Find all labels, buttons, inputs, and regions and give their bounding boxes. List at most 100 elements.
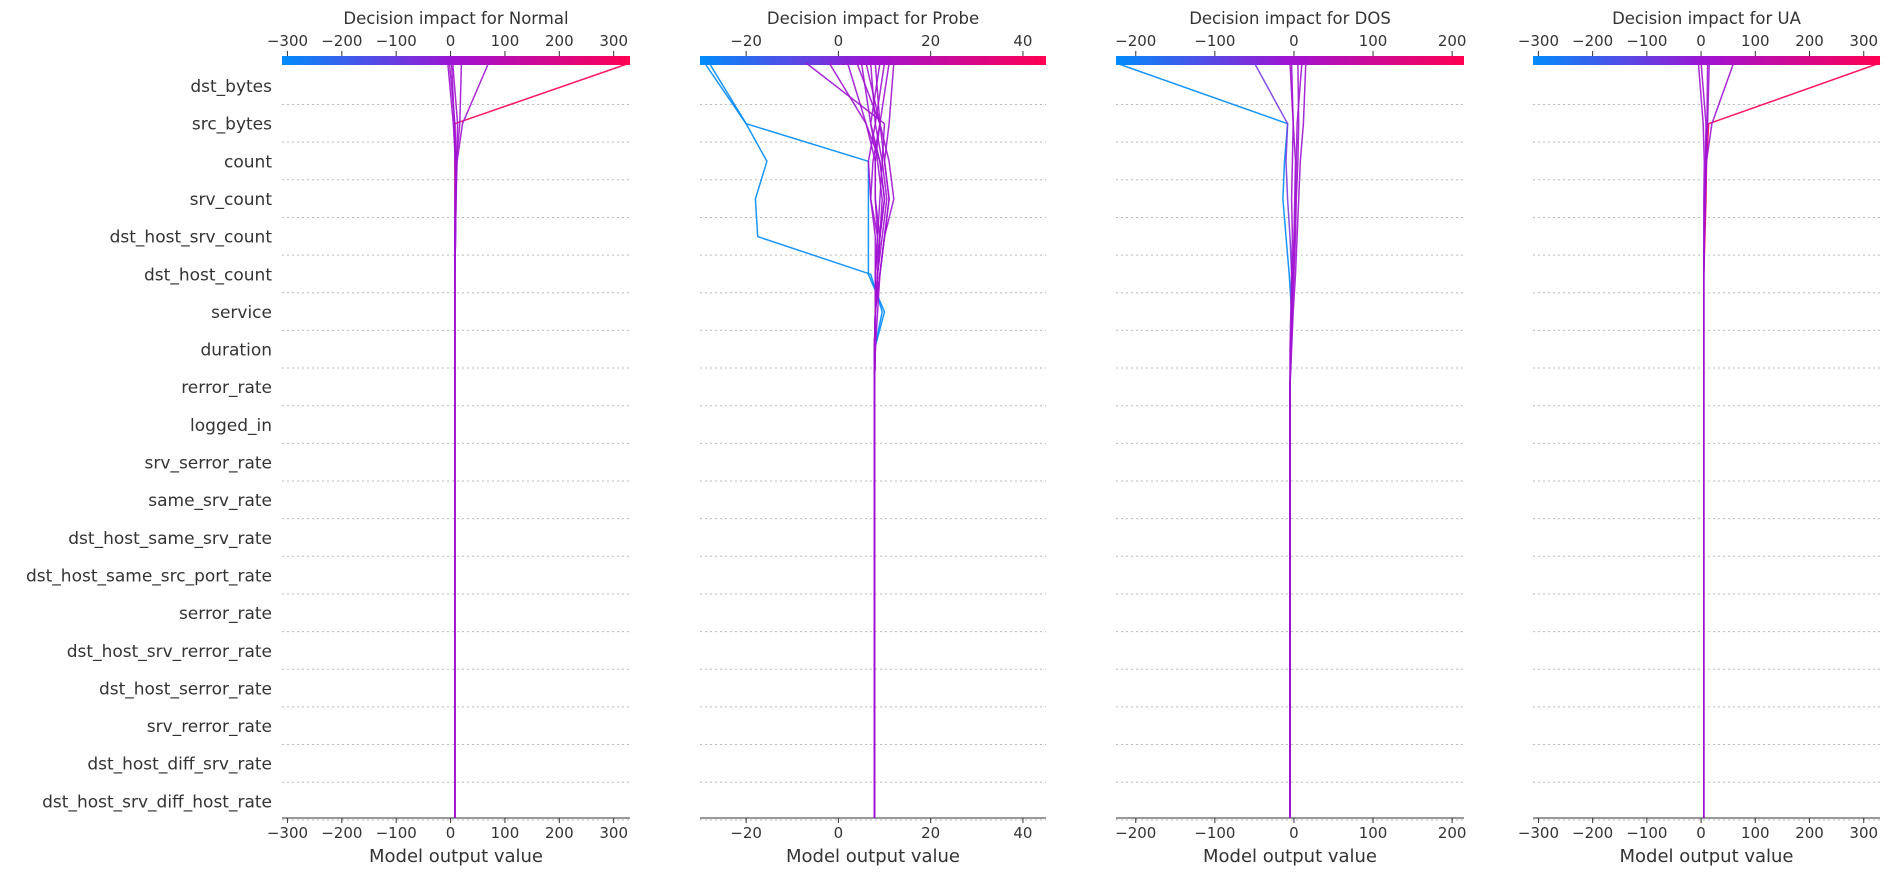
decision-lines	[703, 62, 895, 818]
feature-label: dst_host_srv_count	[110, 228, 273, 248]
top-tick-label: 300	[599, 32, 628, 50]
feature-label: service	[211, 303, 272, 323]
feature-label: dst_bytes	[190, 77, 272, 97]
bottom-tick-label: −100	[1194, 824, 1235, 842]
decision-line	[828, 62, 886, 818]
panel-title: Decision impact for Normal	[343, 9, 568, 28]
feature-label: serror_rate	[179, 604, 272, 624]
decision-line	[1703, 62, 1735, 818]
top-tick-label: 200	[545, 32, 574, 50]
bottom-tick-label: 200	[545, 824, 574, 842]
top-tick-label: 20	[921, 32, 940, 50]
bottom-tick-label: 0	[1289, 824, 1299, 842]
bottom-tick-label: 0	[834, 824, 844, 842]
feature-label: src_bytes	[192, 115, 272, 135]
feature-label: dst_host_count	[144, 265, 272, 285]
decision-line	[1289, 62, 1300, 818]
top-tick-label: 40	[1013, 32, 1032, 50]
decision-line	[454, 62, 631, 818]
top-tick-label: −300	[267, 32, 308, 50]
top-tick-label: −100	[376, 32, 417, 50]
x-axis-label: Model output value	[1203, 846, 1377, 867]
colorbar-strip	[1116, 56, 1464, 65]
top-tick-label: 0	[1289, 32, 1299, 50]
bottom-tick-label: 0	[1696, 824, 1706, 842]
feature-label: dst_host_serror_rate	[99, 679, 272, 699]
x-axis-label: Model output value	[369, 846, 543, 867]
decision-lines	[1115, 62, 1307, 818]
bottom-tick-label: 20	[921, 824, 940, 842]
bottom-tick-label: 200	[1438, 824, 1467, 842]
top-tick-label: 100	[491, 32, 520, 50]
bottom-tick-label: −20	[730, 824, 762, 842]
top-tick-label: −200	[1572, 32, 1613, 50]
bottom-tick-label: −300	[1518, 824, 1559, 842]
x-axis-label: Model output value	[1619, 846, 1793, 867]
feature-label: duration	[200, 341, 272, 361]
decision-line	[454, 62, 490, 818]
top-tick-label: 100	[1359, 32, 1388, 50]
panel-title: Decision impact for UA	[1612, 9, 1802, 28]
x-axis-label: Model output value	[786, 846, 960, 867]
decision-line	[1115, 62, 1293, 818]
decision-line	[1289, 62, 1297, 818]
top-tick-label: 200	[1438, 32, 1467, 50]
feature-label: srv_rerror_rate	[147, 717, 272, 737]
feature-label: dst_host_same_src_port_rate	[26, 566, 272, 586]
feature-label: logged_in	[190, 416, 272, 436]
decision-line	[1253, 62, 1293, 818]
top-tick-label: 200	[1795, 32, 1824, 50]
decision-line	[703, 62, 883, 818]
top-tick-label: −100	[1194, 32, 1235, 50]
panel-title: Decision impact for Probe	[767, 9, 979, 28]
top-tick-label: −20	[730, 32, 762, 50]
decision-line	[869, 62, 883, 818]
feature-label: count	[224, 152, 272, 172]
decision-line	[450, 62, 457, 818]
feature-label: dst_host_same_srv_rate	[68, 529, 272, 549]
feature-label: dst_host_srv_diff_host_rate	[42, 792, 272, 812]
decision-lines	[1697, 62, 1881, 818]
bottom-tick-label: 100	[491, 824, 520, 842]
feature-label: rerror_rate	[181, 378, 272, 398]
top-tick-label: 300	[1849, 32, 1878, 50]
bottom-tick-label: −100	[376, 824, 417, 842]
top-tick-label: −200	[1115, 32, 1156, 50]
top-tick-label: 0	[834, 32, 844, 50]
bottom-tick-label: −300	[267, 824, 308, 842]
top-tick-label: 0	[1696, 32, 1706, 50]
bottom-tick-label: −200	[321, 824, 362, 842]
bottom-tick-label: 200	[1795, 824, 1824, 842]
top-tick-label: 100	[1741, 32, 1770, 50]
feature-label: same_srv_rate	[148, 491, 272, 511]
feature-label: dst_host_srv_rerror_rate	[67, 642, 272, 662]
bottom-tick-label: 40	[1013, 824, 1032, 842]
top-tick-label: −200	[321, 32, 362, 50]
bottom-tick-label: 0	[446, 824, 456, 842]
bottom-tick-label: 100	[1741, 824, 1770, 842]
feature-label: dst_host_diff_srv_rate	[87, 755, 272, 775]
colorbar-strip	[1533, 56, 1880, 65]
colorbar-strip	[282, 56, 630, 65]
bottom-tick-label: −200	[1572, 824, 1613, 842]
bottom-tick-label: −200	[1115, 824, 1156, 842]
feature-label: srv_count	[190, 190, 273, 210]
panel: −300 −200 −100 0 100 200 300 Decision impact fo…	[267, 9, 631, 867]
decision-line	[846, 62, 879, 818]
bottom-tick-label: 100	[1359, 824, 1388, 842]
panel: −300 −200 −100 0 100 200 300 Decision impact fo…	[1518, 9, 1881, 867]
top-tick-label: 0	[446, 32, 456, 50]
panel: −20 0 20 40 Decision impact for Probe −20 0 20 4…	[700, 9, 1046, 867]
decision-line	[1703, 62, 1710, 818]
feature-label: srv_serror_rate	[145, 454, 272, 474]
panel-title: Decision impact for DOS	[1189, 9, 1391, 28]
top-tick-label: −100	[1626, 32, 1667, 50]
bottom-tick-label: 300	[1849, 824, 1878, 842]
panel: −200 −100 0 100 200 Decision impact for DOS −2…	[1115, 9, 1466, 867]
decision-lines	[447, 62, 631, 818]
top-tick-label: −300	[1518, 32, 1559, 50]
decision-line	[1703, 62, 1881, 818]
